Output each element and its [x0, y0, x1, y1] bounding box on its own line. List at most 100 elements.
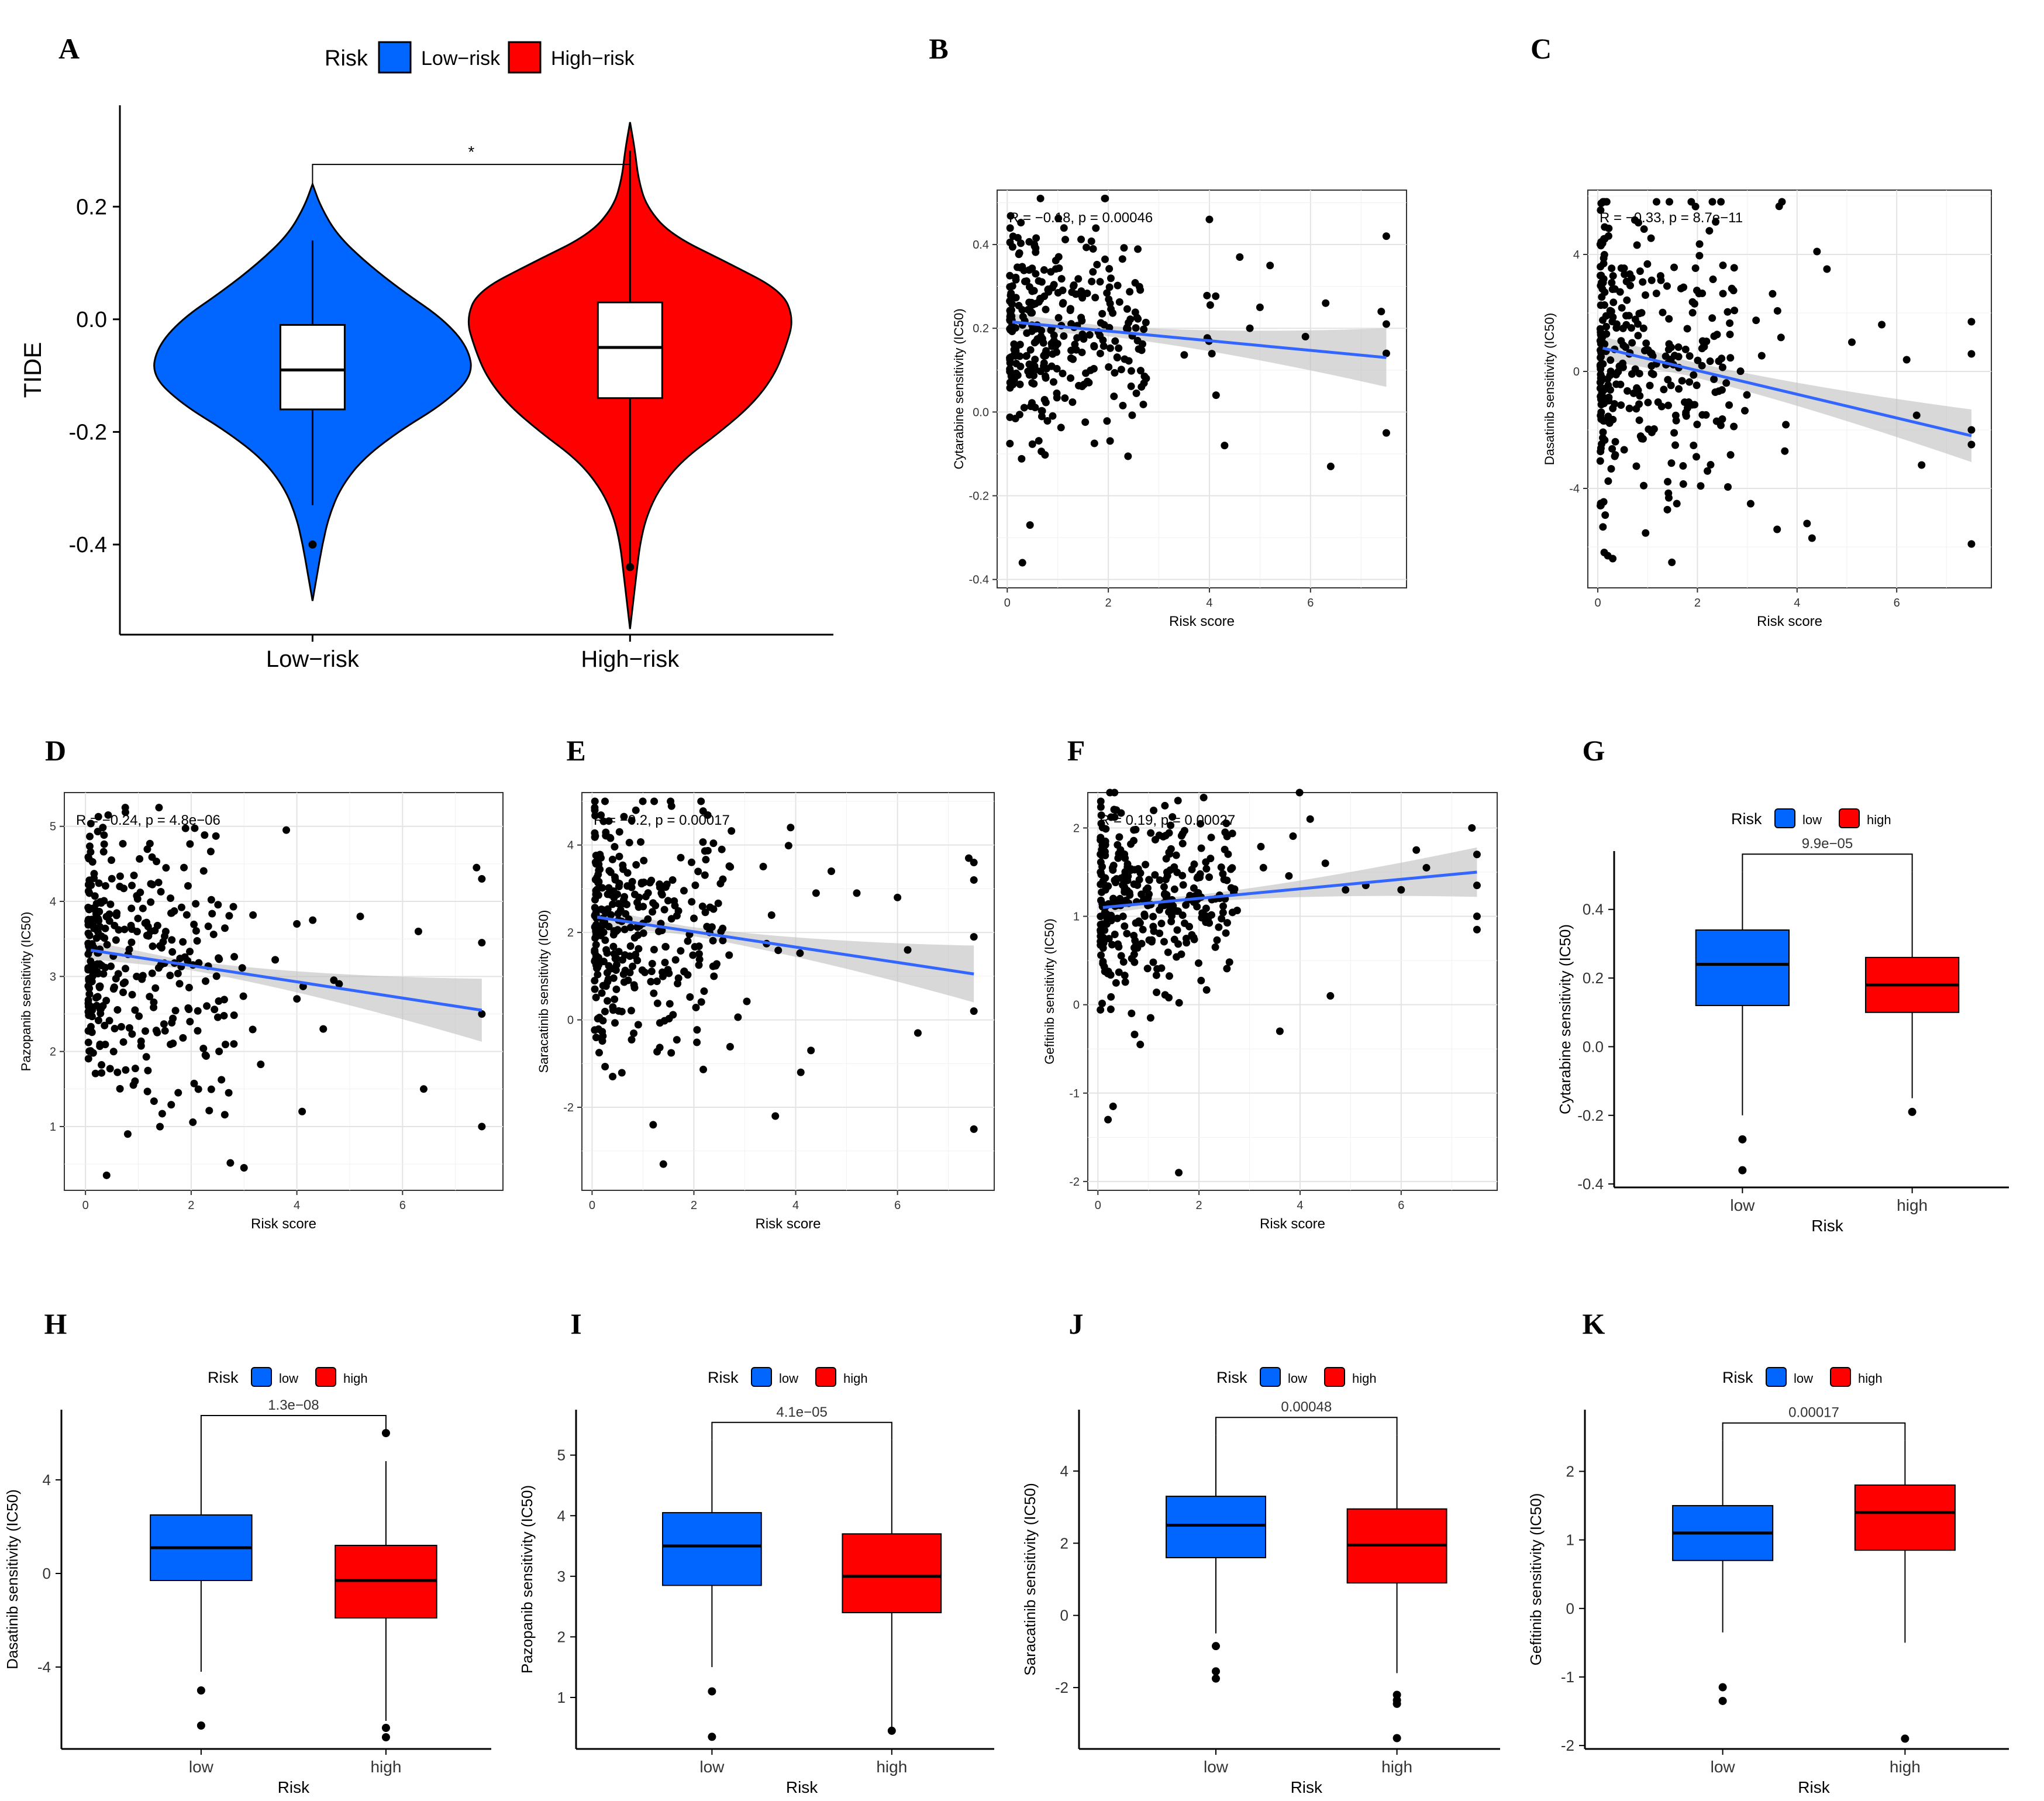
data-point: [230, 1011, 238, 1020]
data-point: [1301, 333, 1309, 341]
data-point: [1130, 1030, 1139, 1038]
data-point: [728, 827, 736, 835]
panel-label-K: K: [1583, 1307, 1605, 1340]
data-point: [605, 884, 613, 892]
data-point: [158, 1110, 166, 1118]
data-point: [1060, 332, 1068, 340]
data-point: [96, 1042, 104, 1051]
data-point: [111, 1025, 119, 1033]
data-point: [970, 933, 978, 941]
data-point: [1674, 353, 1683, 361]
data-point: [595, 1049, 603, 1057]
data-point: [1704, 467, 1712, 475]
data-point: [1659, 308, 1667, 316]
data-point: [709, 962, 717, 970]
data-point: [1706, 357, 1714, 366]
data-point: [1683, 325, 1691, 333]
data-point: [1111, 369, 1119, 377]
data-point: [1097, 803, 1105, 811]
data-point: [671, 901, 679, 910]
data-point: [1098, 999, 1107, 1007]
x-axis-title: Risk: [1811, 1217, 1843, 1235]
data-point: [1382, 429, 1390, 437]
data-point: [240, 1164, 248, 1172]
legend-label-high: high: [343, 1371, 368, 1386]
data-point: [1040, 359, 1048, 367]
data-point: [964, 854, 973, 862]
data-point: [1601, 511, 1609, 519]
data-point: [85, 984, 94, 993]
data-point: [1068, 288, 1076, 297]
data-point: [1722, 379, 1731, 387]
data-point: [1233, 907, 1241, 915]
data-point: [620, 812, 628, 821]
correlation-annotation: R = −0.24, p = 4.8e−06: [76, 812, 220, 828]
data-point: [787, 824, 795, 832]
box-low: [662, 1512, 762, 1586]
data-point: [144, 922, 152, 931]
data-point: [1139, 925, 1147, 934]
data-point: [1149, 958, 1157, 966]
data-point: [807, 1046, 815, 1055]
data-point: [634, 1021, 642, 1029]
data-point: [661, 959, 669, 967]
data-point: [615, 948, 623, 956]
data-point: [1726, 354, 1735, 362]
data-point: [1023, 329, 1031, 337]
data-point: [970, 859, 978, 867]
data-point: [677, 853, 685, 862]
data-point: [1015, 302, 1023, 310]
data-point: [1473, 881, 1481, 890]
data-point: [1221, 845, 1229, 853]
data-point: [1172, 851, 1180, 859]
data-point: [1113, 353, 1121, 361]
data-point: [615, 1007, 623, 1015]
panel-label-H: H: [44, 1307, 67, 1340]
data-point: [149, 942, 157, 951]
data-point: [684, 937, 692, 945]
data-point: [1012, 343, 1020, 352]
panel-i-boxplot: 1 2 3 4 5 low high 4.1e−05 Risk Pazopanib sensiti…: [518, 1367, 994, 1796]
x-tick-label: low: [189, 1758, 214, 1776]
data-point: [1008, 312, 1016, 321]
data-point: [143, 845, 151, 853]
data-point: [693, 1026, 701, 1034]
data-point: [94, 970, 102, 978]
data-point: [699, 838, 707, 846]
data-point: [1007, 306, 1015, 314]
data-point: [710, 972, 718, 980]
data-point: [1006, 439, 1014, 447]
y-tick-label: 0.4: [973, 239, 989, 252]
x-tick-label: low: [1204, 1758, 1229, 1776]
data-point: [1212, 391, 1220, 400]
data-point: [220, 1111, 229, 1119]
data-point: [177, 903, 185, 911]
data-point: [478, 939, 486, 947]
data-point: [1643, 260, 1652, 268]
data-point: [220, 1011, 228, 1020]
data-point: [734, 1013, 742, 1021]
data-point: [1295, 788, 1304, 797]
data-point: [1715, 387, 1723, 395]
data-point: [1207, 855, 1215, 863]
data-point: [142, 1053, 150, 1061]
data-point: [1111, 876, 1119, 884]
data-point: [1158, 902, 1166, 910]
outlier-point: [1908, 1107, 1917, 1116]
data-point: [653, 977, 661, 986]
data-point: [1055, 264, 1063, 272]
data-point: [1109, 1102, 1117, 1110]
data-point: [151, 984, 160, 992]
legend: Risk Low−risk High−risk: [325, 41, 635, 74]
data-point: [1719, 261, 1727, 270]
outlier-point: [1901, 1734, 1909, 1743]
data-point: [1006, 271, 1014, 280]
data-point: [650, 946, 658, 954]
data-point: [168, 1019, 176, 1027]
data-point: [1712, 218, 1720, 226]
data-point: [1597, 447, 1605, 456]
data-point: [1672, 416, 1680, 425]
y-axis-title: Gefitinib sensitivity (IC50): [1042, 918, 1057, 1064]
data-point: [1752, 316, 1760, 325]
box-High−risk: [597, 301, 663, 400]
